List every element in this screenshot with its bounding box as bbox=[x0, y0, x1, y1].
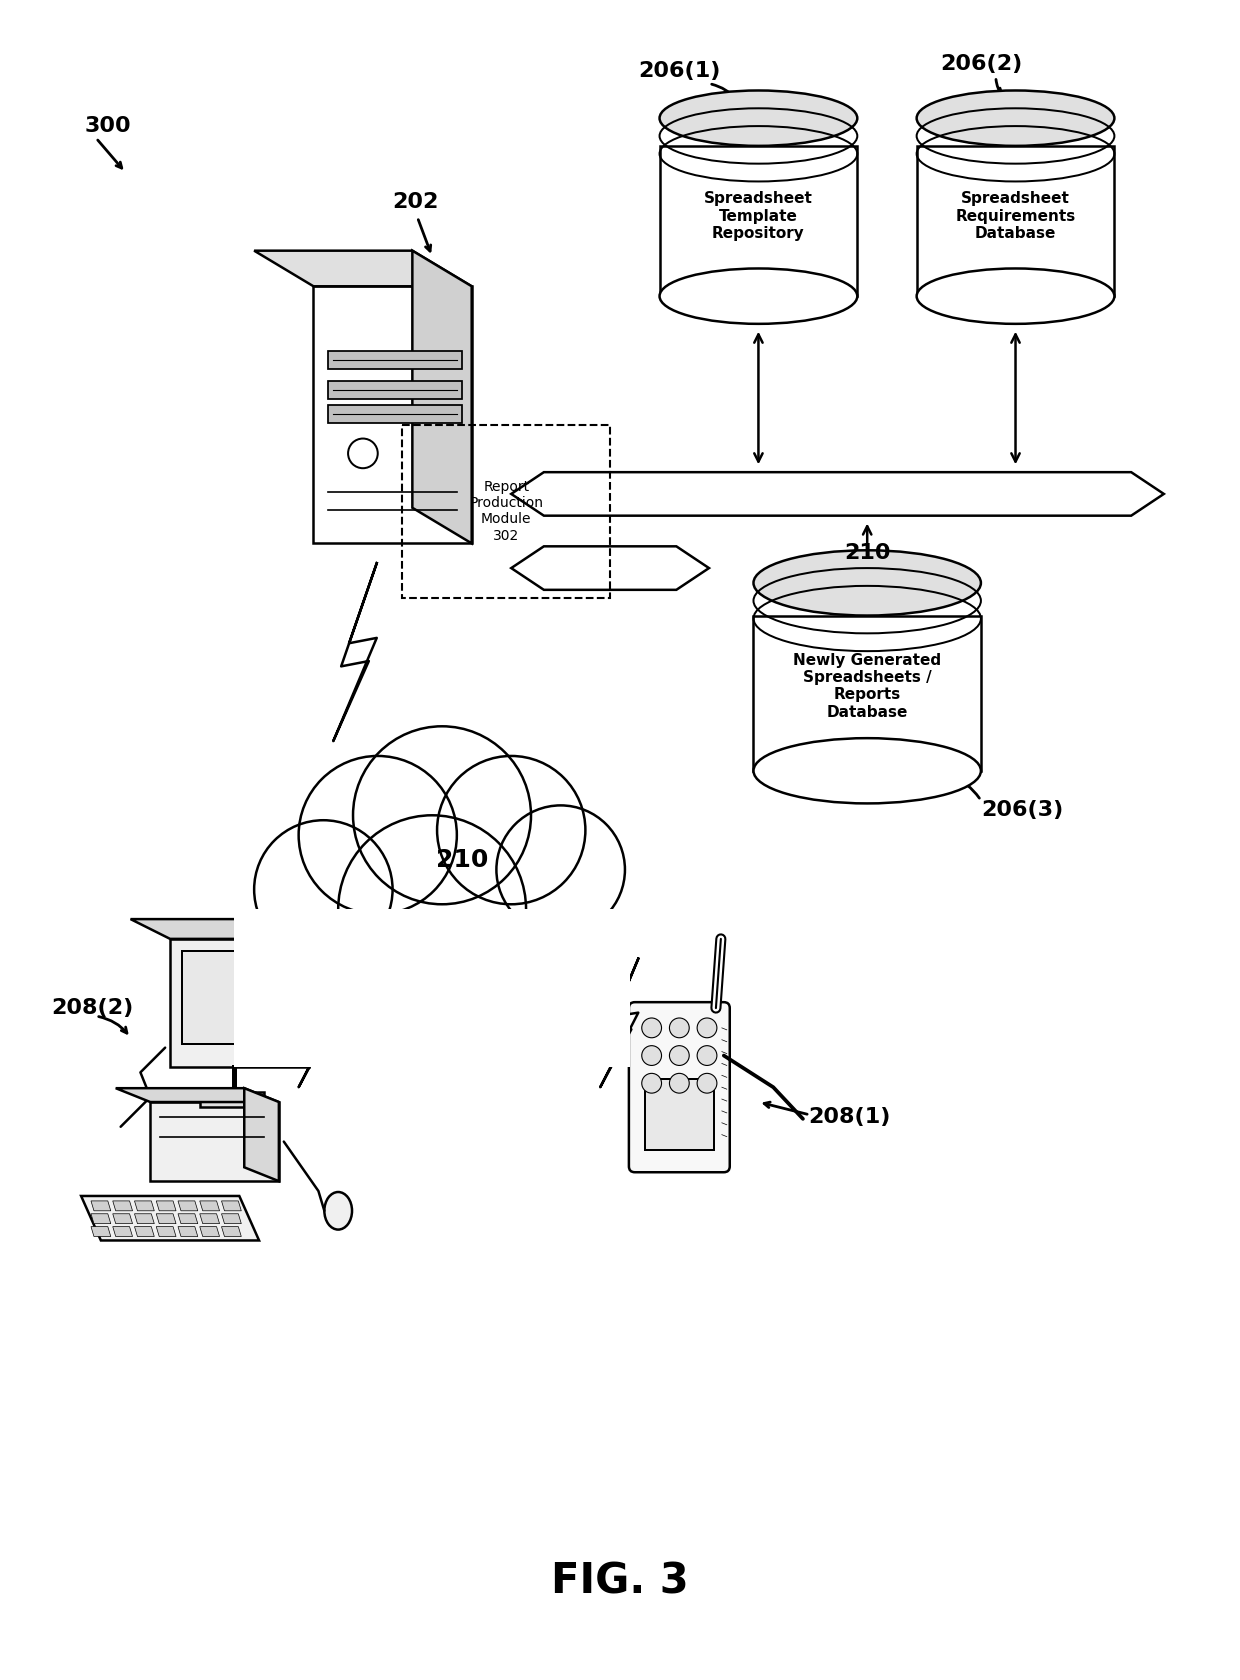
Polygon shape bbox=[113, 1226, 133, 1236]
Polygon shape bbox=[113, 1213, 133, 1223]
Circle shape bbox=[353, 726, 531, 904]
Polygon shape bbox=[254, 250, 471, 286]
Polygon shape bbox=[660, 146, 857, 296]
Polygon shape bbox=[222, 1226, 242, 1236]
Polygon shape bbox=[334, 563, 377, 741]
Circle shape bbox=[299, 756, 456, 914]
Polygon shape bbox=[200, 1092, 264, 1107]
Ellipse shape bbox=[754, 738, 981, 803]
Polygon shape bbox=[916, 146, 1115, 296]
Polygon shape bbox=[314, 286, 471, 543]
Ellipse shape bbox=[660, 269, 857, 324]
Polygon shape bbox=[413, 250, 471, 543]
Polygon shape bbox=[150, 1102, 279, 1181]
Polygon shape bbox=[269, 919, 309, 1067]
Polygon shape bbox=[511, 472, 1164, 516]
Polygon shape bbox=[81, 1196, 259, 1240]
Polygon shape bbox=[130, 919, 309, 939]
Polygon shape bbox=[511, 546, 709, 590]
FancyBboxPatch shape bbox=[629, 1003, 730, 1173]
Polygon shape bbox=[200, 1226, 219, 1236]
Ellipse shape bbox=[754, 551, 981, 615]
Ellipse shape bbox=[916, 91, 1115, 146]
Text: Spreadsheet
Template
Repository: Spreadsheet Template Repository bbox=[704, 192, 813, 240]
Polygon shape bbox=[170, 939, 309, 1067]
Polygon shape bbox=[134, 1226, 154, 1236]
Circle shape bbox=[697, 1018, 717, 1038]
Polygon shape bbox=[222, 1213, 242, 1223]
Polygon shape bbox=[113, 1201, 133, 1211]
Polygon shape bbox=[91, 1226, 110, 1236]
Text: 210: 210 bbox=[844, 543, 890, 563]
Polygon shape bbox=[134, 1213, 154, 1223]
Ellipse shape bbox=[660, 91, 857, 146]
Polygon shape bbox=[200, 1201, 219, 1211]
Circle shape bbox=[670, 1074, 689, 1094]
Circle shape bbox=[496, 805, 625, 934]
Text: 202: 202 bbox=[393, 192, 439, 212]
Polygon shape bbox=[222, 1201, 242, 1211]
Polygon shape bbox=[91, 1213, 110, 1223]
Circle shape bbox=[254, 820, 393, 959]
Circle shape bbox=[436, 756, 585, 904]
Polygon shape bbox=[200, 1213, 219, 1223]
Circle shape bbox=[642, 1045, 661, 1065]
Text: 300: 300 bbox=[84, 116, 130, 136]
Polygon shape bbox=[156, 1226, 176, 1236]
Polygon shape bbox=[329, 351, 461, 368]
Text: Spreadsheet
Requirements
Database: Spreadsheet Requirements Database bbox=[955, 192, 1075, 240]
Circle shape bbox=[339, 815, 526, 1003]
Polygon shape bbox=[299, 959, 337, 1087]
Text: 208(2): 208(2) bbox=[51, 998, 134, 1018]
Text: 208(1): 208(1) bbox=[808, 1107, 890, 1127]
Text: Newly Generated
Spreadsheets /
Reports
Database: Newly Generated Spreadsheets / Reports D… bbox=[794, 652, 941, 719]
Polygon shape bbox=[754, 615, 981, 771]
Polygon shape bbox=[156, 1201, 176, 1211]
Circle shape bbox=[348, 438, 378, 469]
Polygon shape bbox=[134, 1201, 154, 1211]
Text: 206(2): 206(2) bbox=[940, 54, 1022, 74]
Polygon shape bbox=[156, 1213, 176, 1223]
Polygon shape bbox=[329, 381, 461, 400]
Circle shape bbox=[670, 1045, 689, 1065]
Polygon shape bbox=[179, 1213, 198, 1223]
Polygon shape bbox=[91, 1201, 110, 1211]
Polygon shape bbox=[115, 1089, 279, 1102]
Polygon shape bbox=[182, 951, 296, 1043]
Polygon shape bbox=[244, 1089, 279, 1181]
Polygon shape bbox=[179, 1201, 198, 1211]
Circle shape bbox=[642, 1018, 661, 1038]
Polygon shape bbox=[329, 405, 461, 423]
Circle shape bbox=[642, 1074, 661, 1094]
Circle shape bbox=[697, 1074, 717, 1094]
Polygon shape bbox=[600, 959, 639, 1087]
Circle shape bbox=[670, 1018, 689, 1038]
Polygon shape bbox=[645, 1079, 714, 1151]
Text: 210: 210 bbox=[435, 848, 489, 872]
Text: 206(1): 206(1) bbox=[639, 60, 720, 81]
Text: 206(3): 206(3) bbox=[981, 800, 1063, 820]
Text: Report
Production
Module
302: Report Production Module 302 bbox=[469, 480, 543, 543]
Ellipse shape bbox=[325, 1193, 352, 1230]
Circle shape bbox=[697, 1045, 717, 1065]
Polygon shape bbox=[179, 1226, 198, 1236]
Ellipse shape bbox=[916, 269, 1115, 324]
Polygon shape bbox=[234, 909, 630, 1067]
Text: FIG. 3: FIG. 3 bbox=[551, 1561, 689, 1603]
